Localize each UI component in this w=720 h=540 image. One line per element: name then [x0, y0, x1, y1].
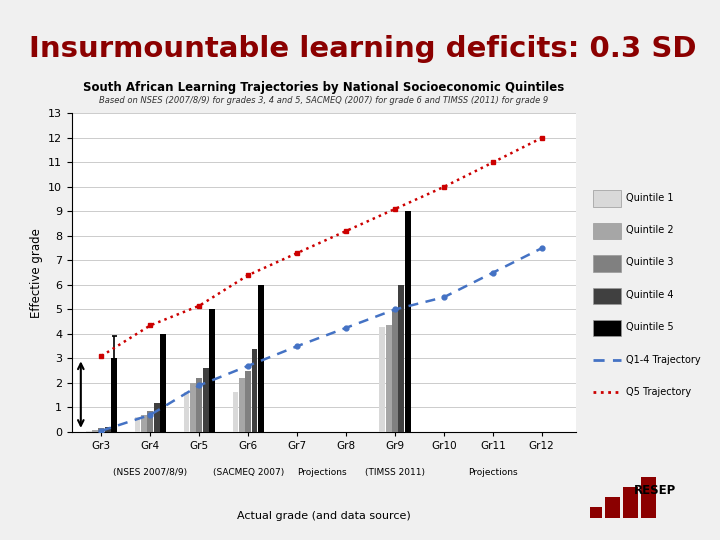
Text: (TIMSS 2011): (TIMSS 2011) — [365, 468, 425, 477]
Bar — [605, 497, 620, 518]
Bar — [190, 383, 196, 432]
Bar — [593, 320, 621, 336]
Bar — [154, 403, 160, 432]
Text: Projections: Projections — [297, 468, 346, 477]
Bar — [92, 429, 98, 432]
Bar — [392, 309, 398, 432]
Text: Q5 Trajectory: Q5 Trajectory — [626, 387, 691, 397]
Bar — [233, 392, 238, 432]
Text: Quintile 3: Quintile 3 — [626, 258, 673, 267]
Text: Actual grade (and data source): Actual grade (and data source) — [237, 511, 411, 521]
Bar — [593, 191, 621, 207]
Y-axis label: Effective grade: Effective grade — [30, 228, 42, 318]
Text: RESEP: RESEP — [634, 484, 677, 497]
Bar — [641, 477, 656, 518]
Text: Insurmountable learning deficits: 0.3 SD: Insurmountable learning deficits: 0.3 SD — [29, 35, 696, 63]
Bar — [202, 368, 209, 432]
Text: (NSES 2007/8/9): (NSES 2007/8/9) — [113, 468, 187, 477]
Text: Projections: Projections — [468, 468, 518, 477]
Bar — [379, 327, 385, 432]
Bar — [593, 255, 621, 272]
Bar — [105, 427, 111, 432]
Bar — [135, 417, 140, 432]
Bar — [86, 431, 91, 432]
Bar — [239, 378, 245, 432]
Text: Based on NSES (2007/8/9) for grades 3, 4 and 5, SACMEQ (2007) for grade 6 and TI: Based on NSES (2007/8/9) for grades 3, 4… — [99, 96, 549, 105]
Text: South African Learning Trajectories by National Socioeconomic Quintiles: South African Learning Trajectories by N… — [84, 81, 564, 94]
Bar — [398, 285, 404, 432]
Bar — [405, 212, 410, 432]
Bar — [246, 371, 251, 432]
Bar — [209, 309, 215, 432]
Bar — [160, 334, 166, 432]
Text: (SACMEQ 2007): (SACMEQ 2007) — [212, 468, 284, 477]
Text: Quintile 1: Quintile 1 — [626, 193, 673, 202]
Bar — [141, 415, 147, 432]
Bar — [251, 349, 258, 432]
Bar — [623, 487, 638, 518]
Bar — [148, 411, 153, 432]
Text: Quintile 5: Quintile 5 — [626, 322, 673, 332]
Bar — [386, 326, 392, 432]
Bar — [593, 223, 621, 239]
Bar — [99, 428, 104, 432]
Bar — [111, 359, 117, 432]
Text: Q1-4 Trajectory: Q1-4 Trajectory — [626, 355, 701, 365]
Bar — [184, 392, 189, 432]
Text: Quintile 4: Quintile 4 — [626, 290, 673, 300]
Bar — [593, 288, 621, 304]
Bar — [258, 285, 264, 432]
Text: Quintile 2: Quintile 2 — [626, 225, 673, 235]
Bar — [197, 378, 202, 432]
Bar — [588, 507, 603, 518]
